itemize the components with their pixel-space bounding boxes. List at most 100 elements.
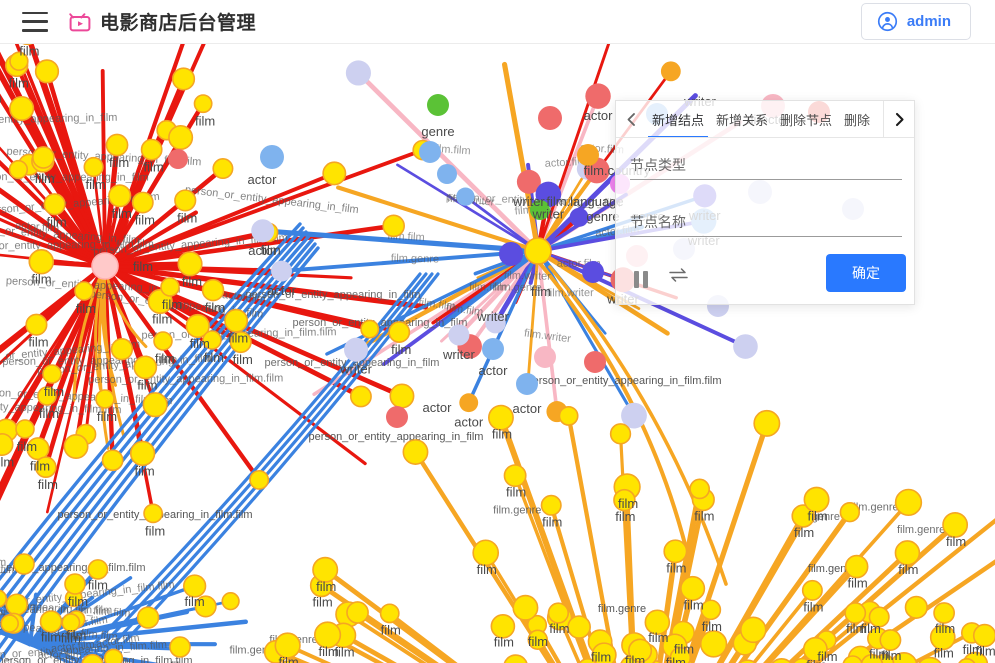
graph-node[interactable] [224,308,249,333]
graph-edge[interactable] [548,265,728,586]
graph-node[interactable] [569,207,589,227]
graph-node[interactable] [26,437,50,461]
graph-node[interactable] [958,658,976,663]
graph-node[interactable] [942,512,969,538]
graph-node[interactable] [9,51,29,71]
graph-edge[interactable] [640,548,679,663]
graph-node[interactable] [39,610,63,633]
graph-node[interactable] [382,214,405,238]
graph-node[interactable] [193,94,213,114]
graph-node[interactable] [64,573,86,595]
graph-node[interactable] [63,434,89,460]
graph-node[interactable] [110,338,134,361]
graph-edge[interactable] [566,413,640,663]
graph-node[interactable] [212,157,234,180]
graph-node[interactable] [791,504,815,528]
graph-node[interactable] [567,615,591,639]
graph-node[interactable] [472,539,500,567]
graph-node[interactable] [582,261,604,283]
graph-node[interactable] [801,579,823,601]
graph-edge[interactable] [0,602,33,647]
graph-node[interactable] [42,364,62,384]
chevron-left-icon[interactable] [616,101,646,137]
graph-node[interactable] [142,392,168,418]
panel-tabs-scroll[interactable]: 新增结点 新增关系 删除节点 删除 [646,101,883,137]
graph-edge[interactable] [92,165,107,268]
graph-node[interactable] [312,556,339,583]
graph-edge[interactable] [536,249,625,282]
graph-node[interactable] [221,592,240,611]
graph-edge[interactable] [2,211,107,268]
graph-node[interactable] [669,646,692,663]
graph-node[interactable] [929,624,956,651]
node-name-input[interactable] [630,213,902,237]
graph-node[interactable] [547,602,570,624]
graph-node[interactable] [448,324,470,346]
graph-edge[interactable] [356,70,541,254]
graph-node[interactable] [349,385,372,408]
graph-edge[interactable] [100,68,107,268]
graph-node[interactable] [202,330,222,350]
graph-node[interactable] [389,383,415,409]
admin-user-button[interactable]: admin [860,3,971,40]
graph-node[interactable] [613,488,636,512]
graph-edge[interactable] [640,550,910,663]
node-type-field[interactable] [630,156,902,180]
graph-node[interactable] [972,623,995,648]
graph-node[interactable] [13,553,35,575]
graph-edge[interactable] [346,612,640,663]
graph-node[interactable] [185,313,210,339]
graph-edge[interactable] [260,228,541,254]
graph-node[interactable] [131,191,154,214]
graph-edge[interactable] [0,264,107,512]
graph-node[interactable] [585,83,611,109]
graph-edge[interactable] [483,551,640,663]
graph-node[interactable] [43,193,66,216]
graph-edge[interactable] [103,77,186,268]
graph-node[interactable] [803,486,830,513]
graph-node[interactable] [644,609,671,636]
graph-node[interactable] [917,656,943,663]
graph-node[interactable] [894,488,923,517]
graph-node[interactable] [530,200,550,220]
graph-node[interactable] [136,606,160,629]
graph-edge[interactable] [103,264,157,407]
graph-node[interactable] [74,281,94,301]
graph-node[interactable] [512,594,539,621]
chevron-right-icon[interactable] [883,101,914,137]
graph-edge[interactable] [97,264,110,450]
graph-edge[interactable] [102,142,120,269]
graph-node[interactable] [660,61,681,82]
graph-node[interactable] [37,386,57,406]
graph-node[interactable] [627,638,653,663]
graph-node[interactable] [95,389,115,409]
graph-node[interactable] [487,404,514,431]
node-edit-panel[interactable]: 新增结点 新增关系 删除节点 删除 [615,100,915,305]
graph-node[interactable] [103,648,124,663]
graph-edge[interactable] [28,642,135,663]
graph-edge[interactable] [640,522,958,663]
graph-node[interactable] [105,133,129,157]
graph-edge[interactable] [72,264,107,402]
graph-node[interactable] [868,606,890,628]
graph-node[interactable] [524,237,552,265]
graph-node[interactable] [169,636,191,658]
graph-edge[interactable] [640,500,911,663]
graph-edge[interactable] [640,606,714,663]
graph-edge[interactable] [536,249,559,414]
graph-node[interactable] [842,655,863,663]
graph-edge[interactable] [456,248,541,338]
graph-node[interactable] [538,106,562,130]
graph-edge[interactable] [94,264,107,391]
graph-node[interactable] [345,60,371,86]
graph-edge[interactable] [319,583,640,663]
tab-delete-node[interactable]: 删除节点 [780,113,833,129]
graph-node[interactable] [839,502,861,523]
tab-add-node[interactable]: 新增结点 [646,101,710,137]
graph-edge[interactable] [102,171,337,269]
graph-node[interactable] [34,456,57,479]
graph-node[interactable] [87,559,109,580]
graph-node[interactable] [174,189,197,212]
graph-edge[interactable] [27,619,248,647]
graph-node[interactable] [894,540,921,566]
